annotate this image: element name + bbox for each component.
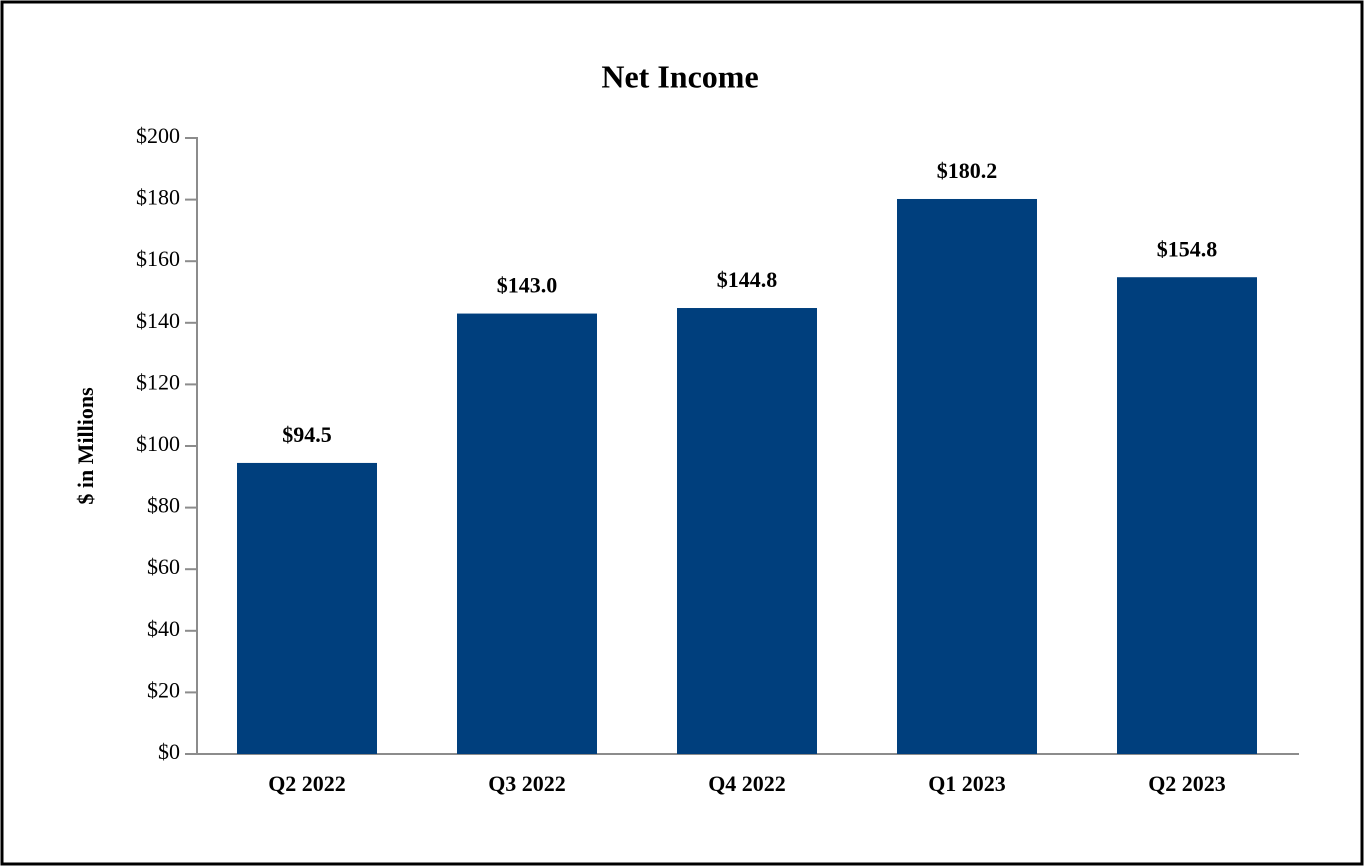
value-label: $94.5 [282, 422, 332, 447]
y-tick-label: $40 [147, 616, 180, 641]
value-label: $143.0 [497, 273, 558, 298]
x-tick-label: Q3 2022 [488, 771, 566, 796]
y-tick-label: $180 [136, 185, 180, 210]
bar [457, 313, 597, 754]
y-tick-label: $160 [136, 246, 180, 271]
x-tick-label: Q4 2022 [708, 771, 786, 796]
bar [237, 462, 377, 754]
y-tick-label: $100 [136, 431, 180, 456]
value-label: $144.8 [717, 267, 778, 292]
x-tick-label: Q1 2023 [928, 771, 1006, 796]
value-label: $180.2 [937, 158, 998, 183]
y-axis-label: $ in Millions [73, 387, 98, 505]
y-tick-label: $200 [136, 123, 180, 148]
bar [677, 308, 817, 754]
y-tick-label: $140 [136, 308, 180, 333]
value-label: $154.8 [1157, 236, 1218, 261]
y-tick-label: $60 [147, 554, 180, 579]
y-tick-label: $120 [136, 369, 180, 394]
y-tick-label: $20 [147, 677, 180, 702]
bar [897, 198, 1037, 754]
x-tick-label: Q2 2022 [268, 771, 346, 796]
y-tick-label: $0 [158, 739, 180, 764]
chart-title: Net Income [601, 58, 758, 94]
x-tick-label: Q2 2023 [1148, 771, 1226, 796]
y-tick-label: $80 [147, 493, 180, 518]
bar [1117, 277, 1257, 754]
